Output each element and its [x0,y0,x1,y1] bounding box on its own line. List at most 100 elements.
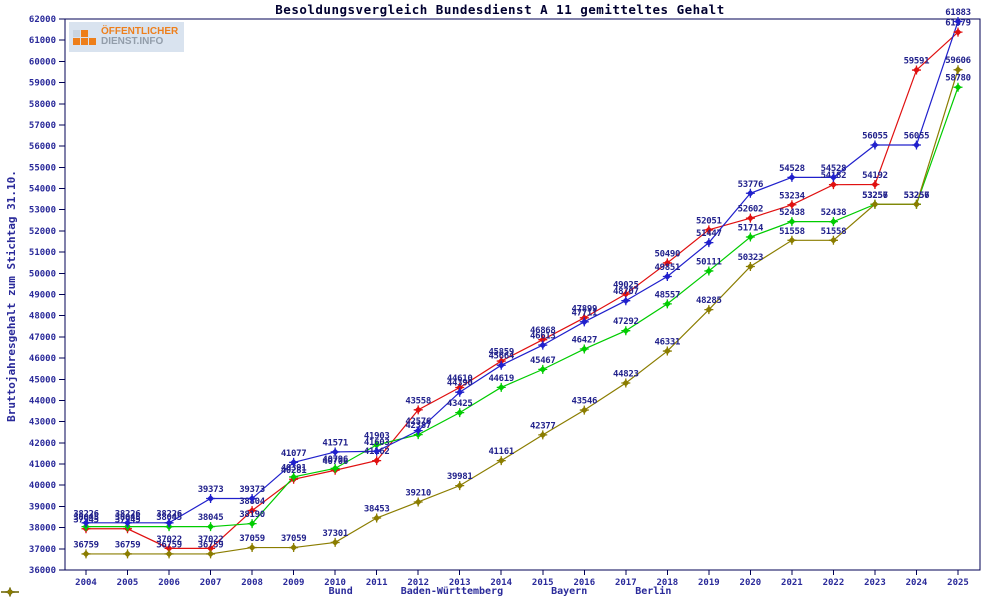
legend: Bund Baden-Württemberg Bayern Berlin [0,586,1000,597]
x-tick-label: 2015 [532,578,554,588]
logo-text: ÖFFENTLICHER DIENST.INFO [101,27,178,47]
data-point-label: 54192 [862,171,888,181]
data-point-label: 47711 [571,308,597,318]
data-point [704,225,714,235]
data-point-label: 44619 [488,374,514,384]
data-point-label: 38453 [364,505,390,515]
data-point [289,457,299,467]
x-tick-label: 2005 [117,578,139,588]
series-line-bund [86,31,959,549]
data-point [496,382,506,392]
chart-title: Besoldungsvergleich Bundesdienst A 11 ge… [275,2,725,17]
data-point-label: 61883 [945,8,971,18]
data-point-label: 45664 [488,352,514,362]
data-point [496,360,506,370]
oeffentlicher-dienst-logo[interactable]: ÖFFENTLICHER DIENST.INFO [69,22,185,52]
series-line-bayern [86,21,959,524]
data-point [745,261,755,271]
data-point-label: 39373 [239,485,265,495]
data-point [413,426,423,436]
data-point [330,463,340,473]
data-point-label: 50323 [738,253,764,263]
data-point-label: 47899 [571,304,597,314]
data-point [81,518,91,528]
data-point [870,199,880,209]
data-point-label: 45859 [488,348,514,358]
data-point [330,447,340,457]
data-point-label: 43558 [405,396,431,406]
data-point [538,364,548,374]
y-tick-label: 37000 [29,545,56,555]
data-point [911,199,921,209]
data-point [911,65,921,75]
data-point [372,456,382,466]
data-point-label: 38226 [115,509,141,519]
data-point [579,405,589,415]
series-points-baden-w-rttemberg: 38045 38045 38045 38045 38190 40391 40796 41903… [73,74,971,532]
data-point-label: 38226 [73,509,99,519]
data-point-label: 50490 [655,249,681,259]
data-point-label: 38045 [115,513,141,523]
series-points-berlin: 36759 36759 36759 36759 37059 37059 37301 38453… [73,56,971,559]
data-point-label: 51558 [821,227,847,237]
data-point [579,344,589,354]
data-point [953,27,963,37]
y-tick-label: 40000 [29,481,56,491]
data-point-label: 46331 [655,338,681,348]
data-point [828,217,838,227]
data-point [247,494,257,504]
x-tick-label: 2021 [781,578,803,588]
y-tick-label: 36000 [29,566,56,576]
data-point-label: 41077 [281,449,307,459]
data-point-label: 39210 [405,488,431,498]
data-point [330,537,340,547]
data-point-label: 37059 [281,534,307,544]
y-tick-label: 61000 [29,36,56,46]
data-point [745,213,755,223]
x-tick-label: 2018 [656,578,678,588]
data-point-label: 38045 [73,513,99,523]
data-point [206,522,216,532]
data-point-label: 43425 [447,399,473,409]
data-point [81,549,91,559]
data-point-label: 41571 [322,438,348,448]
data-point-label: 40281 [281,466,307,476]
data-point [621,296,631,306]
series-points-bund: 3794537945370223702238804402814070641162… [73,19,971,553]
data-point [247,519,257,529]
data-point-label: 39373 [198,485,224,495]
x-tick-label: 2022 [823,578,845,588]
y-tick-label: 57000 [29,121,56,131]
data-point-label: 40796 [322,455,348,465]
data-point-label: 46613 [530,332,556,342]
data-point-label: 53234 [779,191,805,201]
data-point [206,549,216,559]
y-tick-label: 52000 [29,227,56,237]
x-tick-label: 2006 [158,578,180,588]
data-point [164,549,174,559]
data-point-label: 51714 [738,223,764,233]
x-tick-label: 2025 [947,578,969,588]
data-point [289,472,299,482]
data-point-label: 48557 [655,290,681,300]
x-tick-label: 2014 [490,578,512,588]
data-point [496,456,506,466]
y-tick-label: 49000 [29,291,56,301]
data-point-label: 36759 [198,540,224,550]
data-point [413,497,423,507]
legend-label: Bund [328,586,353,597]
data-point-label: 36759 [115,540,141,550]
y-tick-label: 48000 [29,312,56,322]
y-tick-label: 38000 [29,524,56,534]
y-tick-label: 47000 [29,333,56,343]
data-point [787,200,797,210]
y-tick-label: 53000 [29,206,56,216]
series-points-bayern: 38226 38226 38226 39373 39373 41077 41571 41603… [73,8,971,528]
data-point [455,408,465,418]
legend-item-bayern: Bayern [1,586,587,597]
data-point [787,217,797,227]
data-point-label: 38190 [239,510,265,520]
x-tick-label: 2024 [906,578,928,588]
